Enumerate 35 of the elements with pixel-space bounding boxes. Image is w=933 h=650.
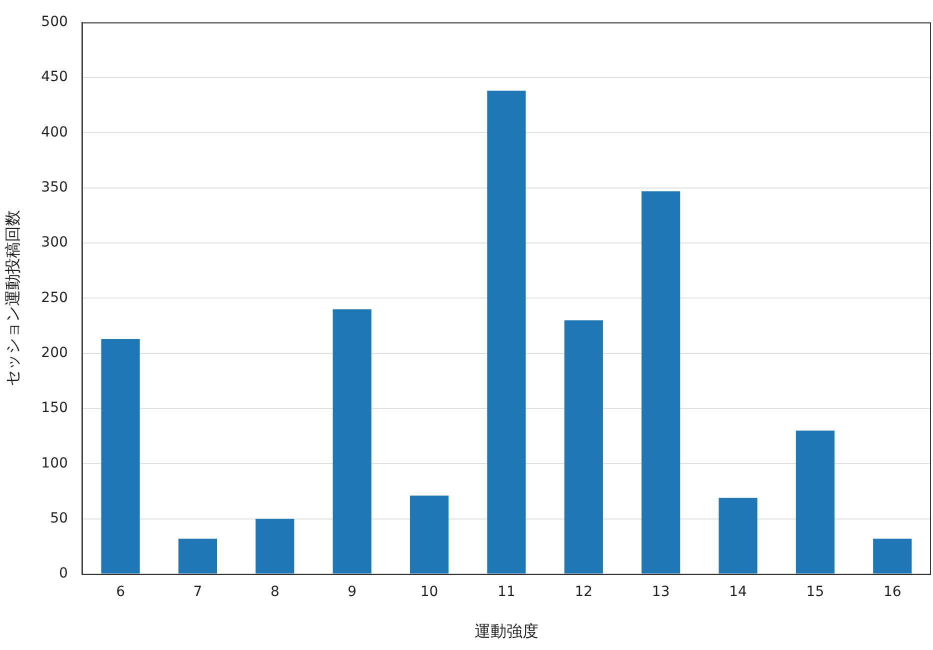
x-tick-label: 9 <box>348 584 357 600</box>
bar <box>332 309 372 574</box>
y-tick-label: 450 <box>41 69 68 86</box>
bar <box>796 430 835 574</box>
y-tick-label: 300 <box>41 234 68 251</box>
x-tick-label: 16 <box>883 584 902 600</box>
bar <box>642 191 680 574</box>
x-tick-label: 14 <box>729 584 748 600</box>
bar <box>101 339 140 574</box>
y-axis-title: セッション運動投稿回数 <box>2 210 22 386</box>
bar <box>564 320 603 574</box>
y-tick-label: 350 <box>41 180 68 196</box>
bar <box>873 538 912 574</box>
y-tick-label: 150 <box>41 400 68 416</box>
x-tick-label: 15 <box>806 584 824 600</box>
x-axis-title: 運動強度 <box>474 622 538 641</box>
x-tick-label: 11 <box>498 584 516 600</box>
bar <box>487 90 526 574</box>
y-tick-label: 0 <box>59 566 68 582</box>
y-tick-label: 200 <box>41 345 68 361</box>
y-tick-label: 100 <box>41 455 68 472</box>
x-tick-label: 10 <box>420 584 438 600</box>
x-tick-label: 12 <box>574 584 593 600</box>
x-tick-label: 6 <box>116 584 126 600</box>
y-tick-label: 50 <box>50 510 68 526</box>
x-tick-label: 8 <box>270 584 280 600</box>
y-tick-label: 400 <box>41 124 68 140</box>
bar <box>256 518 294 574</box>
x-tick-label: 13 <box>652 584 670 600</box>
y-tick-label: 250 <box>41 290 68 306</box>
bar <box>718 498 758 574</box>
bar <box>410 496 449 574</box>
bar <box>178 538 218 574</box>
y-tick-label: 500 <box>41 14 68 30</box>
x-tick-label: 7 <box>193 584 202 600</box>
